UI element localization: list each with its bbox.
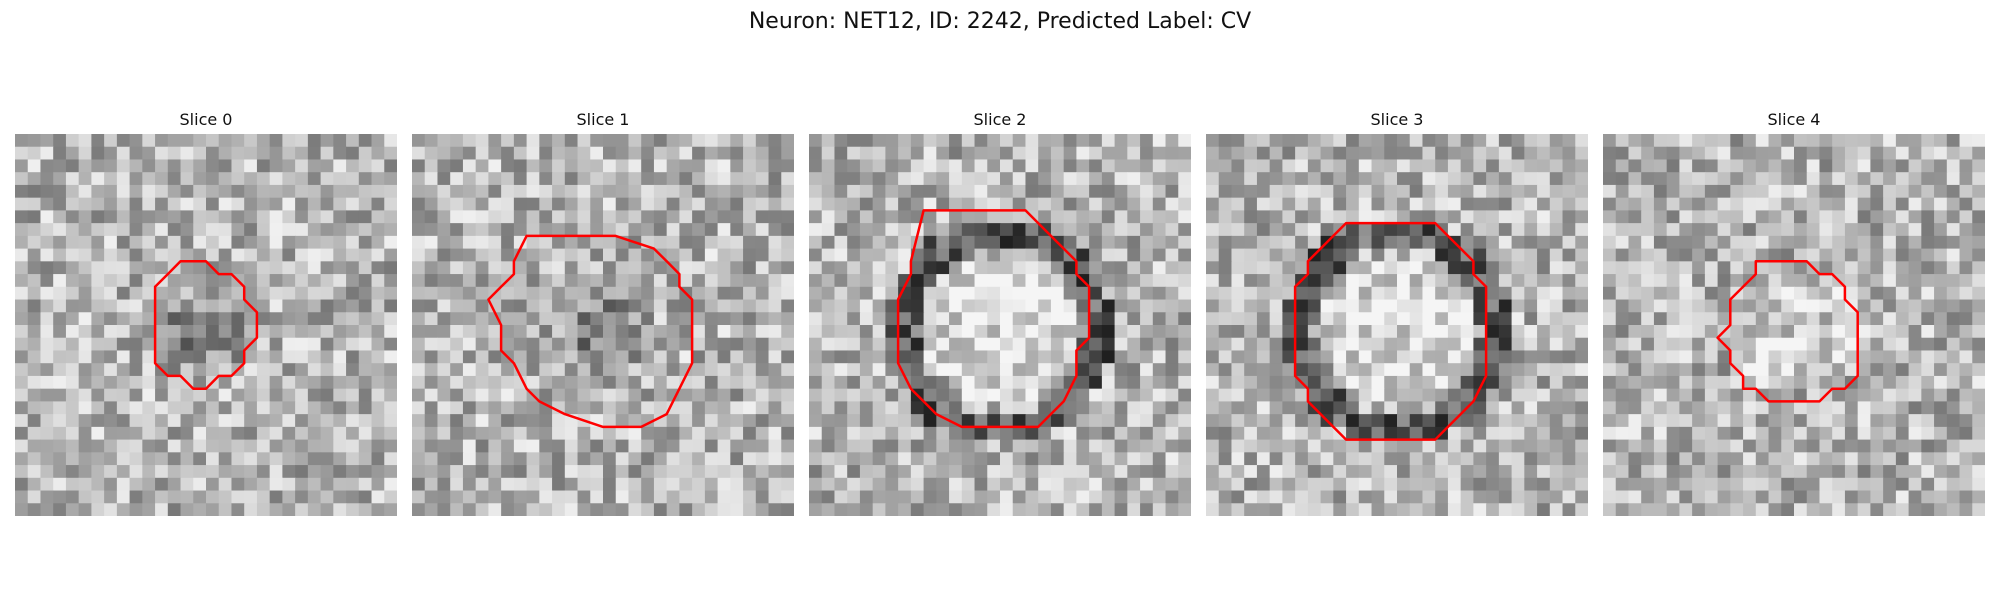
pixel-grid	[1603, 134, 1985, 516]
slice-title: Slice 4	[1767, 110, 1821, 129]
segmentation-contour	[896, 209, 1091, 429]
pixel-grid	[15, 134, 397, 516]
slice-title: Slice 2	[973, 110, 1027, 129]
pixel-grid	[412, 134, 794, 516]
segmentation-contour	[1716, 260, 1859, 403]
slice-image	[412, 134, 794, 516]
segmentation-contour	[487, 234, 694, 429]
segmentation-contour	[153, 260, 259, 390]
pixel-grid	[809, 134, 1191, 516]
figure-title: Neuron: NET12, ID: 2242, Predicted Label…	[748, 9, 1252, 34]
slice-image	[1603, 134, 1985, 516]
slice-title: Slice 1	[576, 110, 630, 129]
slice-image	[1206, 134, 1588, 516]
pixel-grid	[1206, 134, 1588, 516]
slice-image	[809, 134, 1191, 516]
segmentation-contour	[1293, 221, 1488, 441]
slice-title: Slice 0	[179, 110, 233, 129]
slice-image	[15, 134, 397, 516]
slice-title: Slice 3	[1370, 110, 1424, 129]
